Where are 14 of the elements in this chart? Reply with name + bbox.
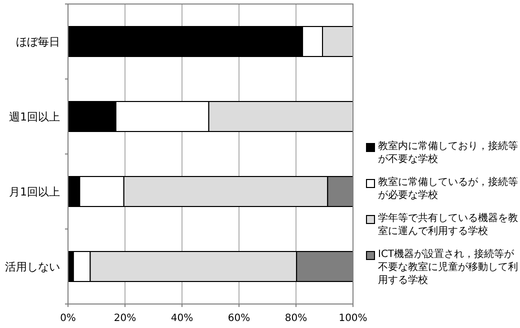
legend-label: ICT機器が設置され，接続等が不要な教室に児童が移動して利用する学校 [378,248,518,287]
legend-label: 教室内に常備しており，接続等が不要な学校 [378,140,518,166]
x-tick-label: 40% [170,313,194,324]
x-tick-label: 100% [338,313,368,324]
x-tick-label: 60% [228,313,250,324]
legend-label: 教室に常備しているが，接続等が必要な学校 [378,176,518,202]
y-tick-label: 週1回以上 [9,110,60,124]
y-tick-label: 月1回以上 [9,186,60,198]
y-tick-label: 活用しない [5,260,60,274]
x-tick-label: 80% [284,313,308,324]
y-tick-label: ほぼ毎日 [16,36,60,48]
legend-label: 学年等で共有している機器を教室に運んで利用する学校 [378,212,518,238]
x-tick-label: 0% [60,313,76,324]
x-tick-label: 20% [114,313,136,324]
